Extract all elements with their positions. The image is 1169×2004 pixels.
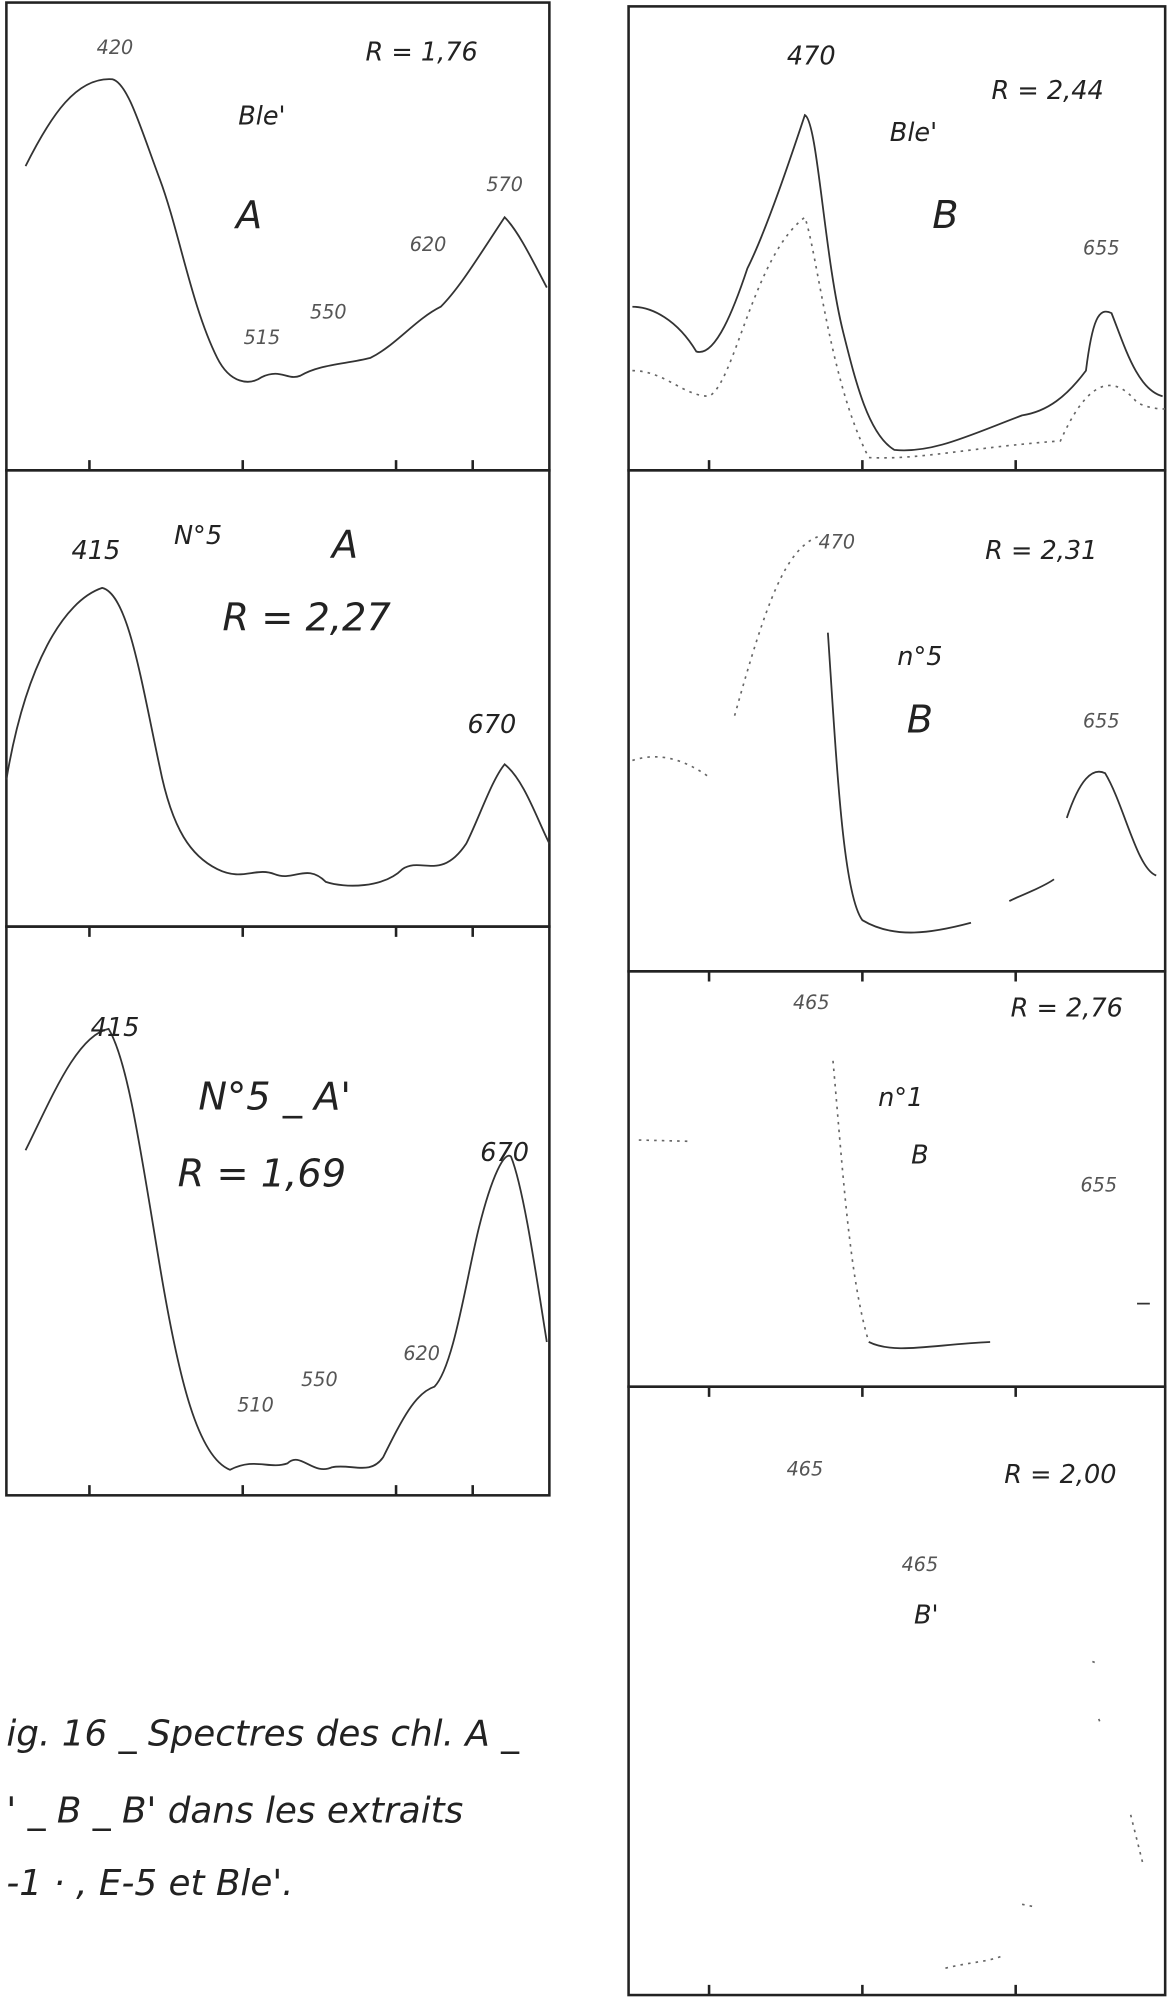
peak-label: 510 [237,1393,274,1416]
ratio-label: R = 1,69 [178,1151,346,1196]
peak-label: 620 [410,233,447,256]
peak-label: 465 [902,1553,939,1576]
ratio-label: R = 2,44 [991,76,1103,106]
peak-label: 550 [310,301,347,324]
spectrum-curve [632,536,818,778]
spectrum-curve [24,1027,548,1471]
pigment-label: A [329,523,358,568]
ratio-label: R = 2,31 [985,536,1097,566]
peak-label: 415 [91,1013,140,1043]
peak-label: 620 [403,1342,440,1365]
caption-line: ' _ B _ B' dans les extraits [6,1790,463,1831]
ratio-label: R = 2,00 [1004,1460,1116,1490]
sample-label: Ble' [238,102,285,132]
caption-line: -1 · , E-5 et Ble'. [6,1863,293,1904]
spectrum-curve [5,586,551,887]
sample-label: n°5 [897,642,942,672]
peak-label: 655 [1083,710,1120,733]
caption-line: ig. 16 _ Spectres des chl. A _ [6,1714,520,1755]
peak-label: 655 [1083,237,1120,260]
spectrum-curve [638,1060,870,1343]
spectrum-curve [945,1660,1145,1970]
ratio-label: R = 1,76 [365,38,477,68]
spectrum-curve [868,1302,1150,1350]
peak-label: 470 [787,42,836,72]
peak-label: 570 [486,173,523,196]
sample-label: N°5 _ A' [198,1075,350,1120]
peak-label: 550 [301,1368,338,1391]
peak-label: 515 [244,326,281,349]
peak-label: 655 [1080,1174,1117,1197]
sample-label: n°1 [878,1083,923,1113]
panel-frame [5,1,551,472]
peak-label: 465 [793,991,830,1014]
peak-label: 420 [97,36,134,59]
spectrum-curve [24,78,548,383]
pigment-label: A [233,193,262,238]
spectrum-curve [632,113,1163,452]
ratio-label: R = 2,76 [1011,994,1123,1024]
pigment-label: B [911,1141,929,1171]
sample-label: Ble' [890,118,937,148]
peak-label: 470 [819,531,856,554]
pigment-label: B [907,698,933,743]
sample-label: N°5 [174,521,222,551]
ticks [88,460,1017,1996]
peak-label: 465 [787,1457,824,1480]
pigment-label: B' [914,1601,939,1631]
peak-label: 415 [71,536,120,566]
peak-label: 670 [480,1138,529,1168]
pigment-label: B [932,193,958,238]
panel-frame [5,925,551,1497]
spectrum-curve [826,632,1157,934]
peak-label: 670 [467,710,516,740]
spectrum-curve [632,215,1166,459]
panel-frame [627,1385,1167,1997]
ratio-label: R = 2,27 [222,595,391,640]
